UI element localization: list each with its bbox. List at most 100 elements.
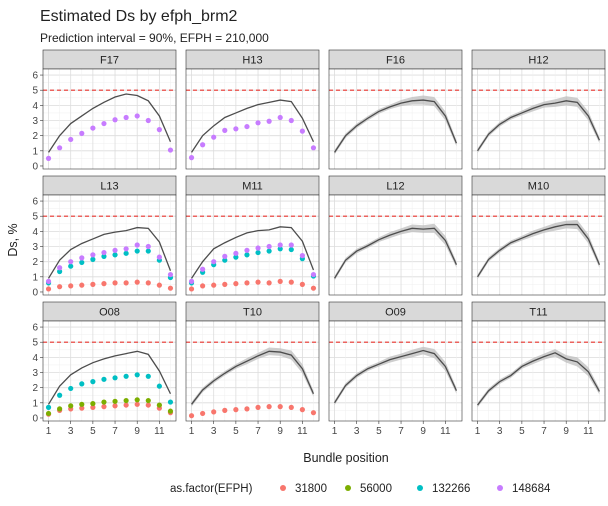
y-tick-label: 3 (32, 116, 38, 127)
x-tick-label: 11 (440, 426, 451, 437)
data-point-148684 (277, 242, 283, 248)
data-point-132266 (79, 259, 85, 266)
data-point-148684 (167, 271, 174, 278)
data-point-132266 (233, 254, 239, 260)
data-point-31800 (123, 402, 129, 408)
data-point-132266 (134, 372, 140, 378)
data-point-56000 (167, 408, 174, 414)
data-point-148684 (145, 117, 151, 124)
panel-border (471, 68, 606, 170)
data-point-56000 (101, 399, 107, 405)
panel-border (185, 320, 320, 422)
panel-background (186, 195, 319, 295)
data-point-31800 (101, 281, 107, 287)
facet-M11: M11 (185, 175, 320, 296)
facet-label: T11 (529, 307, 547, 319)
data-point-148684 (310, 271, 317, 278)
data-point-31800 (244, 280, 250, 286)
data-point-148684 (244, 123, 250, 130)
y-tick-label: 1 (32, 146, 38, 157)
x-tick-label: 7 (541, 426, 547, 437)
data-point-31800 (156, 282, 162, 288)
data-point-148684 (277, 114, 283, 121)
data-point-31800 (266, 404, 272, 410)
data-point-56000 (79, 401, 85, 407)
y-tick-label: 1 (32, 272, 38, 283)
data-point-31800 (134, 401, 140, 407)
data-point-31800 (299, 281, 305, 287)
data-point-132266 (90, 256, 96, 262)
estimate-line (477, 100, 601, 152)
data-point-148684 (211, 134, 217, 140)
data-point-31800 (112, 280, 118, 286)
data-point-148684 (90, 252, 96, 258)
y-tick-label: 2 (32, 383, 38, 394)
prediction-band (334, 223, 457, 281)
data-point-132266 (101, 376, 107, 382)
panel-border (328, 320, 463, 422)
data-point-31800 (145, 402, 151, 408)
estimate-line (191, 350, 315, 405)
x-tick-label: 1 (189, 426, 195, 437)
estimate-line (333, 349, 458, 404)
data-point-31800 (310, 410, 317, 416)
panel-background (329, 321, 462, 421)
facet-O09: O09 1 3 5 7 9 11 (328, 301, 463, 437)
data-point-148684 (79, 255, 85, 261)
x-tick-label: 5 (376, 426, 382, 437)
y-tick-label: 6 (32, 197, 38, 208)
data-point-31800 (255, 279, 261, 285)
data-point-56000 (156, 402, 162, 408)
panel-background (186, 69, 319, 169)
panel-background (43, 69, 176, 169)
data-point-132266 (266, 248, 272, 254)
data-point-148684 (266, 243, 272, 250)
y-axis-label: Ds, % (6, 223, 20, 256)
data-point-31800 (134, 279, 140, 285)
data-point-56000 (90, 400, 96, 407)
estimate-line (191, 99, 315, 153)
data-point-132266 (112, 375, 118, 381)
x-tick-label: 9 (563, 426, 569, 437)
facet-label: O08 (99, 307, 120, 319)
panel-border (185, 194, 320, 296)
data-point-31800 (222, 407, 228, 413)
chart-subtitle: Prediction interval = 90%, EFPH = 210,00… (40, 31, 269, 45)
facet-label: H13 (242, 55, 262, 67)
prediction-band (477, 96, 600, 154)
facet-label: O09 (385, 307, 406, 319)
panel-background (472, 69, 605, 169)
facet-label: L12 (386, 181, 404, 193)
data-point-148684 (156, 254, 162, 260)
data-point-148684 (255, 245, 261, 251)
data-point-31800 (79, 405, 85, 411)
data-point-31800 (145, 280, 151, 286)
y-tick-label: 4 (32, 227, 38, 238)
y-tick-label: 1 (32, 398, 38, 409)
data-point-31800 (45, 286, 52, 292)
data-point-132266 (123, 373, 129, 379)
facet-label: F16 (386, 55, 405, 67)
data-point-148684 (57, 145, 63, 151)
facet-L12: L12 (328, 175, 463, 296)
panel-border (328, 68, 463, 170)
estimate-line (476, 223, 601, 278)
data-point-31800 (57, 284, 63, 290)
data-point-31800 (188, 413, 195, 419)
facet-label: M10 (528, 181, 549, 193)
data-point-148684 (233, 250, 239, 256)
data-point-148684 (310, 145, 317, 151)
y-tick-label: 0 (32, 413, 38, 424)
estimate-line (47, 350, 172, 405)
data-point-132266 (57, 268, 63, 275)
data-point-148684 (79, 130, 85, 136)
data-point-148684 (145, 243, 151, 250)
x-tick-label: 5 (233, 426, 239, 437)
data-point-132266 (145, 248, 151, 254)
x-tick-label: 9 (420, 426, 426, 437)
legend-label-132266: 132266 (432, 483, 470, 495)
data-point-148684 (112, 247, 118, 253)
data-point-132266 (288, 246, 294, 253)
data-point-31800 (288, 279, 294, 285)
